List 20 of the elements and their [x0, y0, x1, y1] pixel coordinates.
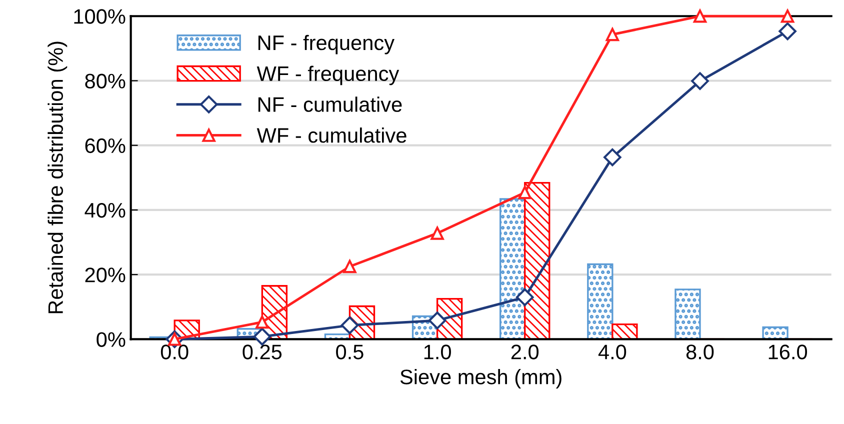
x-tick-label: 1.0	[424, 344, 451, 360]
legend-label: NF - cumulative	[258, 96, 402, 112]
x-tick-label: 16.0	[768, 344, 808, 360]
y-tick-label: 40%	[84, 202, 126, 218]
x-tick-label: 0.25	[242, 344, 282, 360]
legend-label: NF - frequency	[258, 34, 394, 54]
y-tick-label: 100%	[74, 9, 126, 24]
y-tick-label: 60%	[85, 138, 126, 154]
y-axis-title: Retained fibre distribution (%)	[48, 42, 68, 314]
legend-label: WF - cumulative	[256, 128, 406, 143]
y-tick-label: 80%	[85, 74, 126, 88]
y-tick-label: 20%	[85, 268, 126, 282]
x-tick-label: 0.0	[160, 344, 188, 360]
x-axis-title: Sieve mesh (mm)	[400, 369, 562, 388]
x-tick-label: 0.5	[336, 344, 364, 360]
legend-label: WF - frequency	[256, 66, 400, 86]
x-tick-label: 2.0	[511, 344, 539, 360]
x-tick-label: 4.0	[598, 344, 626, 360]
y-tick-label: 0%	[96, 332, 126, 347]
x-tick-label: 8.0	[686, 344, 714, 360]
